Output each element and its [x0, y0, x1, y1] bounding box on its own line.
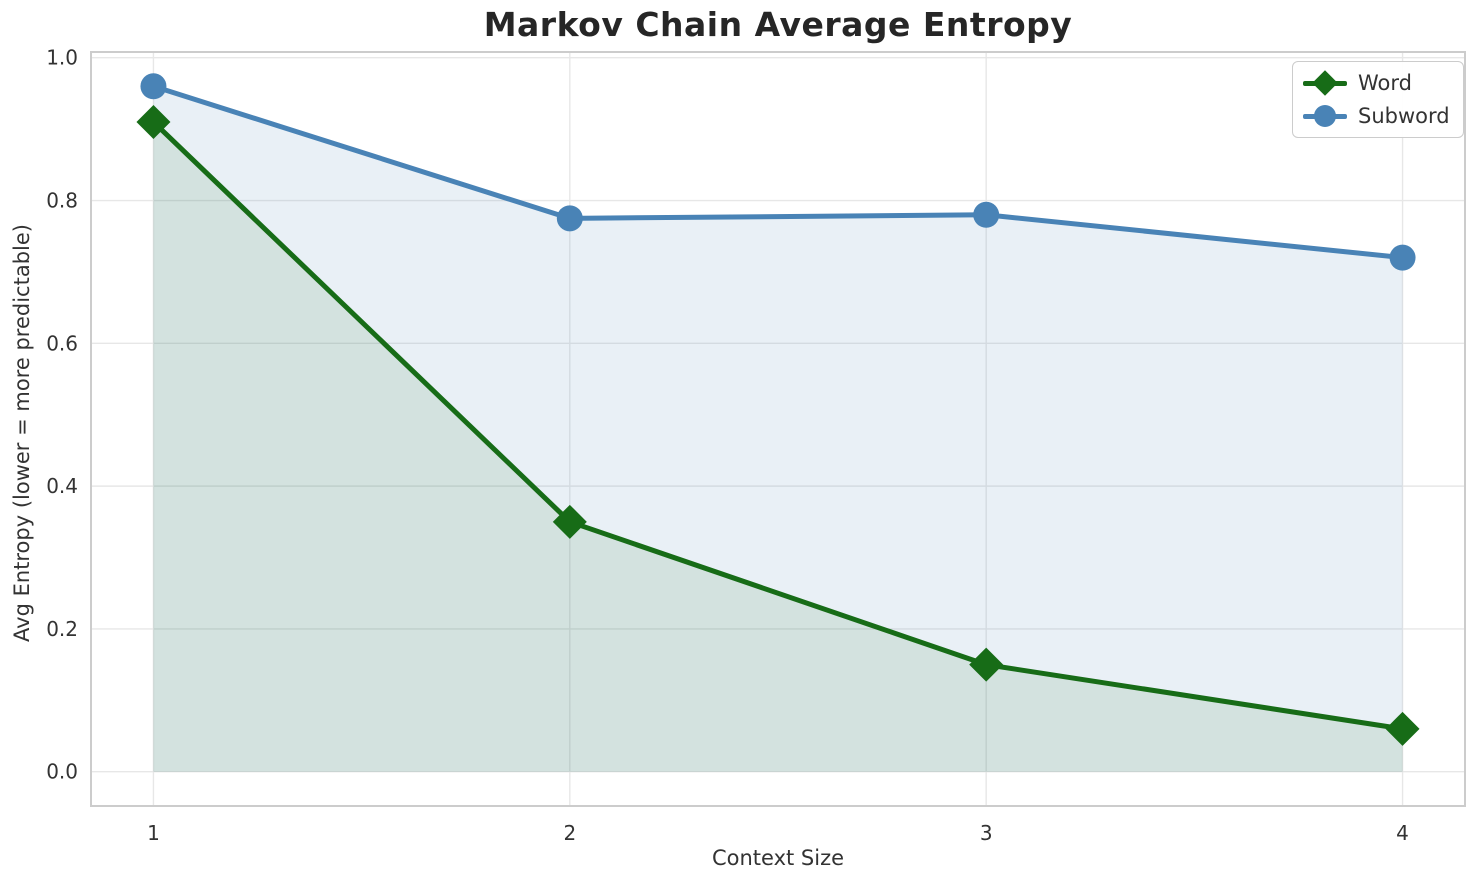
marker-subword-2 — [556, 205, 583, 232]
marker-subword-3 — [973, 201, 1000, 228]
y-tick-label: 0.2 — [46, 617, 78, 641]
area-fill-subword — [153, 86, 1403, 772]
y-axis-label: Avg Entropy (lower = more predictable) — [10, 224, 34, 642]
legend: Word Subword — [1292, 61, 1464, 138]
legend-label-subword: Subword — [1358, 104, 1450, 128]
y-tick-label: 0.6 — [46, 331, 78, 355]
legend-item-word: Word — [1303, 69, 1450, 97]
legend-sample-subword — [1303, 103, 1347, 129]
marker-word-3 — [969, 647, 1004, 682]
y-tick-label: 0.4 — [46, 474, 78, 498]
circle-marker-icon — [1314, 105, 1336, 127]
x-tick-label: 3 — [980, 821, 993, 845]
x-tick-label: 4 — [1396, 821, 1409, 845]
x-tick-label: 1 — [147, 821, 160, 845]
marker-subword-4 — [1389, 244, 1416, 271]
marker-word-1 — [136, 104, 171, 139]
diamond-marker-icon — [1312, 70, 1338, 96]
x-axis-label: Context Size — [711, 846, 845, 870]
legend-item-subword: Subword — [1303, 102, 1450, 130]
legend-label-word: Word — [1358, 71, 1412, 95]
line-subword — [150, 83, 1406, 261]
y-tick-label: 0.8 — [46, 189, 78, 213]
marker-word-2 — [552, 504, 587, 539]
y-tick-label: 0.0 — [46, 760, 78, 784]
plot-border — [90, 51, 1466, 807]
line-word — [150, 119, 1406, 732]
chart-title: Markov Chain Average Entropy — [483, 5, 1073, 44]
x-tick-label: 2 — [563, 821, 576, 845]
legend-sample-word — [1303, 70, 1347, 96]
y-tick-label: 1.0 — [46, 46, 78, 70]
area-fill-word — [153, 121, 1403, 772]
marker-subword-1 — [140, 73, 167, 100]
marker-word-4 — [1385, 711, 1420, 746]
